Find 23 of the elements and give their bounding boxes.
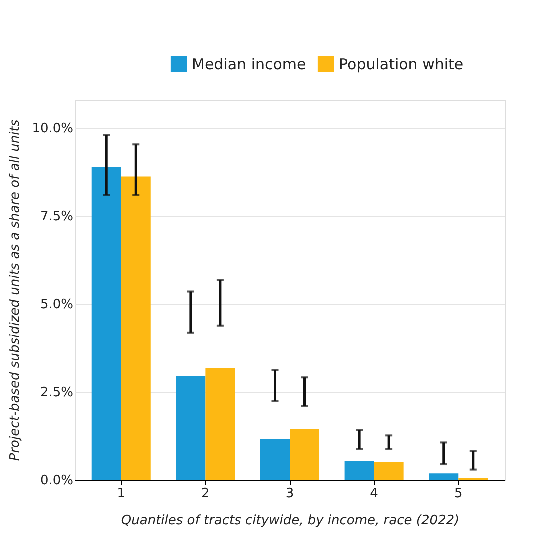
bar	[429, 474, 459, 480]
y-tick-label: 5.0%	[40, 298, 74, 313]
x-axis-title: Quantiles of tracts citywide, by income, race (2022)	[121, 514, 460, 528]
bar	[344, 461, 374, 480]
bar	[92, 168, 122, 480]
bar	[206, 368, 236, 480]
y-tick-label: 0.0%	[40, 474, 74, 488]
y-tick-label: 2.5%	[40, 386, 74, 401]
x-tick-label: 1	[117, 486, 126, 502]
x-tick-label: 5	[454, 486, 463, 502]
bar	[290, 429, 320, 480]
bar	[374, 462, 404, 480]
bar	[176, 376, 206, 480]
y-axis-title: Project-based subsidized units as a share of all units	[8, 120, 24, 462]
legend-label: Population white	[339, 55, 464, 74]
y-tick-label: 10.0%	[32, 122, 74, 137]
bar	[121, 176, 151, 480]
x-tick-label: 4	[370, 486, 378, 502]
x-tick-label: 2	[202, 486, 210, 502]
y-tick-label: 7.5%	[40, 210, 74, 225]
bar	[260, 440, 290, 480]
legend-label: Median income	[192, 55, 306, 74]
x-tick-label: 3	[286, 486, 294, 502]
